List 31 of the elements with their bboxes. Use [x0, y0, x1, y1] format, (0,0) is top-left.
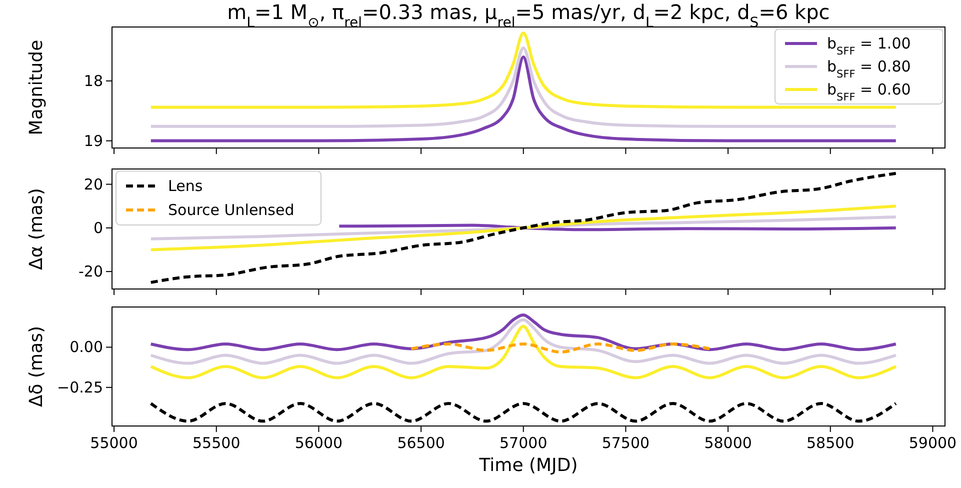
legend-label: Source Unlensed: [168, 201, 294, 219]
x-tick-label: 59000: [908, 434, 957, 452]
x-tick-label: 55000: [90, 434, 138, 452]
x-tick-label: 56500: [397, 434, 445, 452]
legend-label: b$_{SFF}$ = 0.60: [827, 80, 911, 104]
y-axis-title: Δα (mas): [26, 188, 47, 270]
legend-label: b$_{SFF}$ = 1.00: [827, 34, 911, 58]
y-axis-title: Magnitude: [26, 40, 47, 136]
line-series: [149, 324, 898, 380]
x-tick-label: 57500: [602, 434, 650, 452]
line-series: [149, 314, 898, 352]
y-tick-label: 19: [84, 132, 103, 150]
x-tick-label: 58000: [704, 434, 752, 452]
legend-label: Lens: [168, 177, 203, 195]
line-series: [149, 172, 898, 284]
line-series: [149, 318, 898, 365]
x-tick-label: 58500: [806, 434, 854, 452]
y-tick-label: 20: [84, 175, 103, 194]
y-tick-label: −0.25: [57, 378, 103, 396]
legend-label: b$_{SFF}$ = 0.80: [827, 58, 911, 80]
y-tick-label: 0.00: [70, 338, 103, 356]
y-tick-label: 18: [84, 72, 103, 90]
y-axis-title: Δδ (mas): [26, 326, 47, 408]
x-tick-label: 56000: [294, 434, 343, 452]
y-tick-label: 0: [93, 218, 103, 237]
line-series: [149, 204, 898, 252]
y-tick-label: -20: [78, 262, 103, 281]
x-tick-label: 55500: [192, 434, 240, 452]
line-series: [410, 342, 712, 354]
x-tick-label: 57000: [500, 434, 548, 452]
x-axis-title: Time (MJD): [478, 455, 578, 476]
